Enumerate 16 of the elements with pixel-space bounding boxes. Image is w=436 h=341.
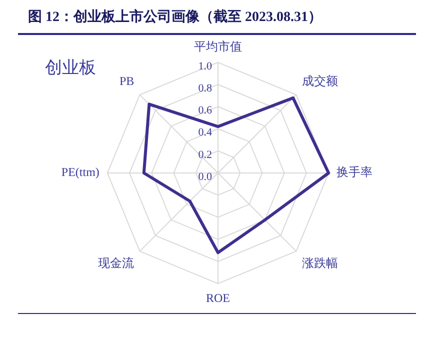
y-tick-label: 0.0 xyxy=(198,170,212,183)
spoke-label: ROE xyxy=(206,290,230,305)
y-tick-label: 0.2 xyxy=(198,148,212,161)
chart-title: 图 12：创业板上市公司画像（截至 2023.08.31） xyxy=(28,8,322,26)
spoke-label: 涨跌幅 xyxy=(302,256,338,270)
spoke-label: 换手率 xyxy=(336,165,373,180)
spoke-label: PE(ttm) xyxy=(61,165,100,180)
y-tick-label: 0.6 xyxy=(198,104,212,117)
y-tick-label: 0.4 xyxy=(198,126,212,139)
y-tick-label: 0.8 xyxy=(198,82,212,94)
text: 创业板 xyxy=(45,57,96,79)
spoke-label: 成交额 xyxy=(302,74,338,88)
spoke-label: 平均市值 xyxy=(194,39,242,54)
spoke-label: PB xyxy=(119,74,134,88)
y-tick-label: 1.0 xyxy=(198,60,212,72)
spoke-label: 现金流 xyxy=(98,256,134,270)
